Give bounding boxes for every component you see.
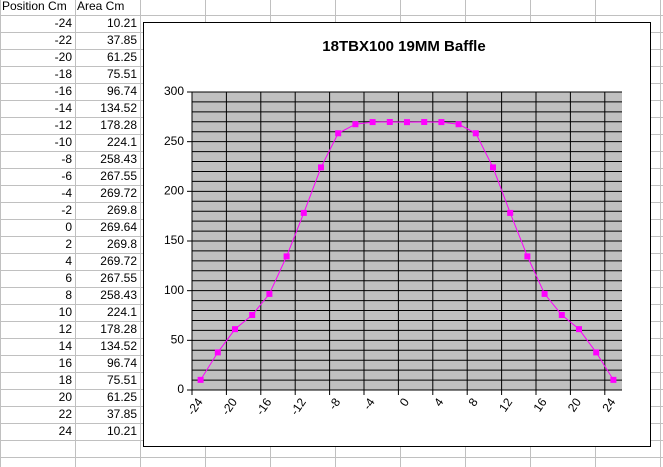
marker xyxy=(404,119,410,126)
cell[interactable]: 37.85 xyxy=(107,407,137,421)
cell[interactable]: 14 xyxy=(59,339,73,353)
cell[interactable]: 178.28 xyxy=(100,322,137,336)
marker xyxy=(558,311,565,318)
y-tick-label: 50 xyxy=(171,333,185,347)
cell[interactable]: 134.52 xyxy=(100,339,137,353)
cell[interactable]: 269.72 xyxy=(100,186,137,200)
cell[interactable]: 16 xyxy=(59,356,73,370)
marker xyxy=(232,326,238,333)
marker xyxy=(490,164,496,171)
cell[interactable]: 267.55 xyxy=(100,169,137,183)
marker xyxy=(576,326,582,333)
cell[interactable]: 269.64 xyxy=(100,220,137,234)
cell[interactable]: 96.74 xyxy=(107,356,137,370)
cell[interactable]: -16 xyxy=(55,84,73,98)
y-tick-label: 200 xyxy=(164,184,184,198)
cell[interactable]: 4 xyxy=(65,254,72,268)
y-tick-label: 300 xyxy=(164,84,184,98)
marker xyxy=(386,118,393,125)
y-tick-label: 100 xyxy=(164,283,184,297)
cell[interactable]: 10.21 xyxy=(107,16,137,30)
marker xyxy=(610,376,617,383)
cell[interactable]: -2 xyxy=(61,203,72,217)
cell[interactable]: 24 xyxy=(59,424,73,438)
cell[interactable]: 178.28 xyxy=(100,118,137,132)
marker xyxy=(197,376,204,383)
cell[interactable]: 10.21 xyxy=(107,424,137,438)
marker xyxy=(593,349,600,356)
cell[interactable]: 134.52 xyxy=(100,101,137,115)
column-header[interactable]: Position Cm xyxy=(2,0,67,13)
cell[interactable]: 258.43 xyxy=(100,288,137,302)
marker xyxy=(524,253,531,260)
column-header[interactable]: Area Cm xyxy=(77,0,124,13)
cell[interactable]: 61.25 xyxy=(107,390,137,404)
cell[interactable]: 61.25 xyxy=(107,50,137,64)
cell[interactable]: 269.8 xyxy=(107,237,137,251)
cell[interactable]: -12 xyxy=(55,118,73,132)
cell[interactable]: 37.85 xyxy=(107,33,137,47)
y-tick-label: 250 xyxy=(164,134,184,148)
marker xyxy=(541,290,548,297)
cell[interactable]: -8 xyxy=(61,152,72,166)
marker xyxy=(266,290,273,297)
cell[interactable]: 6 xyxy=(65,271,72,285)
marker xyxy=(472,130,479,137)
cell[interactable]: 18 xyxy=(59,373,73,387)
cell[interactable]: -20 xyxy=(55,50,73,64)
cell[interactable]: 224.1 xyxy=(107,135,137,149)
cell[interactable]: -4 xyxy=(61,186,72,200)
marker xyxy=(249,311,256,318)
marker xyxy=(438,119,445,126)
marker xyxy=(283,253,290,260)
marker xyxy=(369,119,376,126)
marker xyxy=(318,164,324,171)
marker xyxy=(352,121,359,128)
cell[interactable]: 96.74 xyxy=(107,84,137,98)
cell[interactable]: 12 xyxy=(59,322,73,336)
cell[interactable]: 224.1 xyxy=(107,305,137,319)
cell[interactable]: 75.51 xyxy=(107,67,137,81)
cell[interactable]: 267.55 xyxy=(100,271,137,285)
cell[interactable]: -24 xyxy=(55,16,73,30)
cell[interactable]: 8 xyxy=(65,288,72,302)
y-tick-label: 150 xyxy=(164,233,184,247)
cell[interactable]: -22 xyxy=(55,33,73,47)
marker xyxy=(335,130,342,137)
cell[interactable]: 269.72 xyxy=(100,254,137,268)
marker xyxy=(455,121,462,128)
cell[interactable]: -6 xyxy=(61,169,72,183)
cell[interactable]: 10 xyxy=(59,305,73,319)
cell[interactable]: 258.43 xyxy=(100,152,137,166)
marker xyxy=(214,349,221,356)
marker xyxy=(507,209,514,216)
cell[interactable]: 2 xyxy=(65,237,72,251)
marker xyxy=(421,118,428,125)
cell[interactable]: 269.8 xyxy=(107,203,137,217)
cell[interactable]: 75.51 xyxy=(107,373,137,387)
cell[interactable]: -14 xyxy=(55,101,73,115)
cell[interactable]: -18 xyxy=(55,67,73,81)
cell[interactable]: 22 xyxy=(59,407,73,421)
cell[interactable]: -10 xyxy=(55,135,73,149)
marker xyxy=(300,209,307,216)
cell[interactable]: 0 xyxy=(65,220,72,234)
y-tick-label: 0 xyxy=(177,382,184,396)
chart-title: 18TBX100 19MM Baffle xyxy=(322,38,485,55)
cell[interactable]: 20 xyxy=(59,390,73,404)
